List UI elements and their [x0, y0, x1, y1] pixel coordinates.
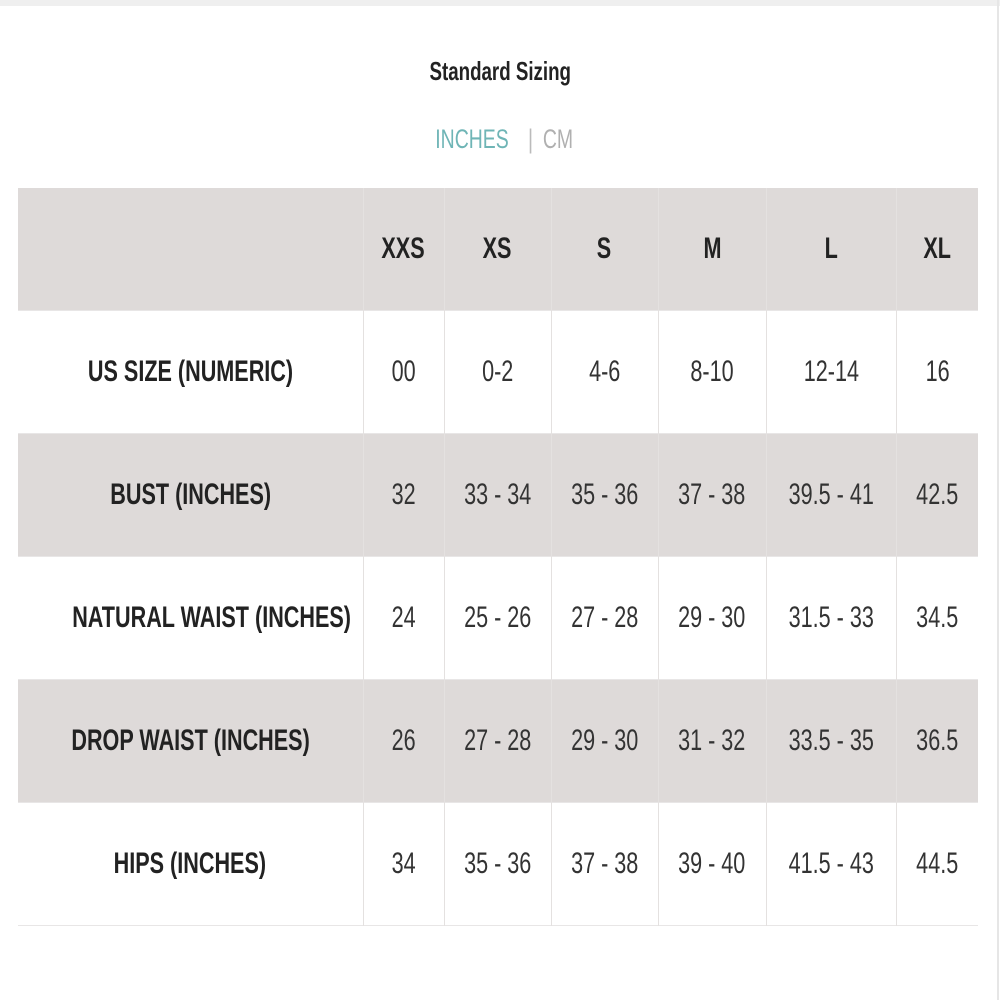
measurement-cell: 39.5 - 41 — [765, 433, 896, 557]
measurement-cell: 42.5 — [895, 433, 978, 557]
unit-cm-link[interactable]: CM — [542, 124, 574, 154]
table-row: NATURAL WAIST (INCHES) 24 25 - 26 27 - 28 29… — [18, 556, 978, 680]
measurement-cell: 44.5 — [895, 802, 978, 926]
measurement-cell: 32 — [362, 433, 444, 557]
size-column-header: L — [765, 188, 896, 311]
measurement-cell-text: 31 - 32 — [678, 724, 746, 757]
table-row: HIPS (INCHES) 34 35 - 36 37 - 38 39 - 40 41.5… — [18, 802, 978, 926]
measurement-cell-text: 31.5 - 33 — [788, 601, 874, 634]
measurement-cell-text: 32 — [391, 478, 416, 511]
measurement-cell-text: 25 - 26 — [463, 601, 532, 634]
measurement-cell: 37 - 38 — [657, 433, 766, 557]
table-row: US SIZE (NUMERIC) 00 0-2 4-6 8-10 12-14 16 — [18, 310, 978, 434]
size-chart-table: XXS XS S M L XL US SIZE (NUMERIC) 00 0-2 4-6 8-10 1… — [18, 188, 978, 926]
measurement-cell-text: 27 - 28 — [570, 601, 639, 634]
measurement-cell: 31.5 - 33 — [765, 556, 896, 680]
measurement-cell: 16 — [895, 310, 978, 434]
row-label-text: US SIZE (NUMERIC) — [87, 355, 293, 388]
measurement-cell: 26 — [362, 679, 444, 803]
row-label: NATURAL WAIST (INCHES) — [18, 557, 363, 680]
measurement-cell: 34.5 — [895, 556, 978, 680]
table-row: BUST (INCHES) 32 33 - 34 35 - 36 37 - 38 39.5… — [18, 433, 978, 557]
table-row: DROP WAIST (INCHES) 26 27 - 28 29 - 30 31 - … — [18, 679, 978, 803]
size-column-header: XS — [443, 188, 551, 311]
page-title: Standard Sizing — [429, 56, 571, 86]
row-label-text: HIPS (INCHES) — [114, 847, 267, 880]
measurement-cell: 33.5 - 35 — [765, 679, 896, 803]
row-label-text: DROP WAIST (INCHES) — [71, 724, 310, 757]
right-border — [997, 0, 999, 1000]
measurement-cell: 33 - 34 — [443, 433, 551, 557]
measurement-cell: 29 - 30 — [657, 556, 766, 680]
measurement-cell-text: 44.5 — [916, 847, 959, 880]
unit-inches-link[interactable]: INCHES — [435, 124, 509, 154]
measurement-cell-text: 29 - 30 — [570, 724, 639, 757]
measurement-cell-text: 4-6 — [588, 355, 621, 388]
unit-separator: | — [527, 124, 533, 154]
size-column-header: XL — [895, 188, 978, 311]
size-column-header-text: XXS — [381, 232, 426, 265]
measurement-cell: 0-2 — [443, 310, 551, 434]
measurement-cell-text: 34 — [391, 847, 416, 880]
measurement-cell: 31 - 32 — [657, 679, 766, 803]
measurement-cell-text: 33.5 - 35 — [788, 724, 874, 757]
measurement-cell-text: 39.5 - 41 — [788, 478, 874, 511]
measurement-cell-text: 8-10 — [690, 355, 734, 388]
measurement-cell-text: 0-2 — [481, 355, 514, 388]
measurement-cell-text: 00 — [391, 355, 416, 388]
row-label: DROP WAIST (INCHES) — [18, 679, 363, 803]
measurement-cell-text: 39 - 40 — [678, 847, 746, 880]
measurement-cell: 8-10 — [657, 310, 766, 434]
measurement-cell-text: 35 - 36 — [570, 478, 639, 511]
measurement-cell: 24 — [362, 556, 444, 680]
row-label-text: NATURAL WAIST (INCHES) — [72, 601, 351, 634]
measurement-cell: 12-14 — [765, 310, 896, 434]
measurement-cell-text: 34.5 — [916, 601, 959, 634]
table-header-row: XXS XS S M L XL — [18, 188, 978, 311]
measurement-cell-text: 27 - 28 — [463, 724, 532, 757]
size-column-header: M — [657, 188, 766, 311]
measurement-cell-text: 35 - 36 — [463, 847, 532, 880]
size-column-header-text: S — [597, 232, 612, 265]
measurement-cell-text: 12-14 — [803, 355, 859, 388]
measurement-cell-text: 16 — [925, 355, 950, 388]
measurement-cell-text: 42.5 — [916, 478, 959, 511]
measurement-cell: 00 — [362, 310, 444, 434]
measurement-cell: 35 - 36 — [550, 433, 658, 557]
measurement-cell-text: 33 - 34 — [463, 478, 532, 511]
measurement-cell: 29 - 30 — [550, 679, 658, 803]
size-column-header-text: L — [824, 232, 838, 265]
measurement-cell: 36.5 — [895, 679, 978, 803]
measurement-cell: 37 - 38 — [550, 802, 658, 926]
measurement-cell-text: 24 — [391, 601, 416, 634]
size-column-header-text: XL — [923, 232, 952, 265]
top-bar — [0, 0, 1000, 6]
empty-header-cell — [18, 188, 363, 311]
measurement-cell-text: 37 - 38 — [678, 478, 746, 511]
measurement-cell: 41.5 - 43 — [765, 802, 896, 926]
row-label: HIPS (INCHES) — [18, 803, 363, 926]
row-label-text: BUST (INCHES) — [109, 478, 271, 511]
measurement-cell: 34 — [362, 802, 444, 926]
measurement-cell-text: 37 - 38 — [570, 847, 639, 880]
size-column-header-text: M — [703, 232, 721, 265]
measurement-cell: 39 - 40 — [657, 802, 766, 926]
measurement-cell: 27 - 28 — [443, 679, 551, 803]
measurement-cell-text: 26 — [391, 724, 416, 757]
measurement-cell-text: 41.5 - 43 — [788, 847, 874, 880]
size-column-header: S — [550, 188, 658, 311]
size-column-header: XXS — [362, 188, 444, 311]
row-label: BUST (INCHES) — [18, 433, 363, 557]
measurement-cell-text: 36.5 — [916, 724, 959, 757]
unit-toggle: INCHES | CM — [0, 124, 1000, 155]
measurement-cell: 27 - 28 — [550, 556, 658, 680]
measurement-cell: 25 - 26 — [443, 556, 551, 680]
measurement-cell-text: 29 - 30 — [678, 601, 746, 634]
size-column-header-text: XS — [483, 232, 512, 265]
measurement-cell: 35 - 36 — [443, 802, 551, 926]
row-label: US SIZE (NUMERIC) — [18, 311, 363, 434]
measurement-cell: 4-6 — [550, 310, 658, 434]
